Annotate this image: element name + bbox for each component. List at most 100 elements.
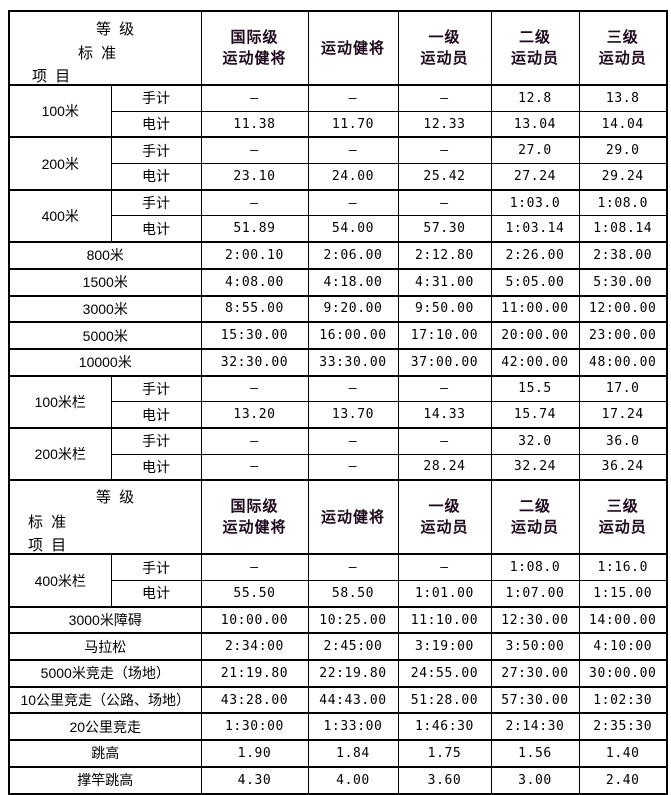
value-cell: 2:45:00: [307, 632, 399, 661]
value-cell: 1:03.0: [490, 188, 580, 217]
value-cell: 57.30: [397, 215, 492, 243]
timing-type-cell: 电计: [110, 401, 202, 429]
value-cell: 32.24: [490, 453, 580, 481]
grade-column-header-line: 一级: [428, 29, 461, 46]
value-cell: –: [397, 188, 492, 217]
value-cell: 44:43.00: [307, 685, 399, 714]
event-cell: 跳高: [8, 739, 202, 768]
grade-column-header-line: 运动健将: [222, 519, 287, 537]
value-cell: –: [307, 136, 399, 165]
value-cell: 2:38.00: [578, 241, 668, 270]
table-row: 3000米 8:55.00 9:20.00 9:50.00 11:00.00 12:00.…: [8, 294, 668, 323]
value-cell: 11:00.00: [490, 294, 580, 323]
grade-column-header-line: 运动员: [598, 519, 647, 537]
value-cell: 16:00.00: [307, 321, 399, 350]
event-cell: 200米栏: [8, 426, 112, 481]
event-cell: 5000米竞走（场地）: [8, 659, 202, 688]
grade-column-header: 运动健将: [307, 479, 399, 555]
event-cell: 400米: [8, 188, 112, 243]
grade-column-header: 国际级 运动健将: [200, 479, 309, 555]
timing-type-cell: 手计: [110, 188, 202, 217]
value-cell: 27:30.00: [490, 659, 580, 688]
value-cell: 51.89: [200, 215, 309, 243]
value-cell: 4:10:00: [578, 632, 668, 661]
value-cell: 12.33: [397, 110, 492, 138]
value-cell: 13.04: [490, 110, 580, 138]
event-cell: 5000米: [8, 321, 202, 350]
value-cell: –: [307, 426, 399, 455]
timing-type-cell: 电计: [110, 579, 202, 608]
grade-corner-label: 等 级: [96, 489, 137, 507]
value-cell: 5:30.00: [578, 267, 668, 296]
header-corner-cell: 等 级标 准项 目: [8, 479, 202, 555]
table-row: 400米 手计 – – –1:03.0 1:08.0: [8, 188, 668, 243]
value-cell: 1.40: [578, 739, 668, 768]
table-row: 跳高 1.90 1.84 1.75 1.56 1.40: [8, 739, 668, 768]
grade-column-header-line: 运动员: [598, 50, 647, 67]
value-cell: 4.00: [307, 765, 399, 794]
table-row: 电计 13.20 13.70 14.33 15.74 17.24: [9, 401, 668, 429]
table-row: 5000米竞走（场地） 21:19.80 22:19.80 24:55.00 27:30…: [8, 659, 668, 688]
value-cell: 1:07.00: [490, 579, 580, 608]
event-cell: 马拉松: [8, 632, 202, 661]
value-cell: –: [200, 188, 309, 217]
value-cell: 48:00.00: [578, 347, 668, 377]
timing-type-cell: 电计: [110, 453, 202, 481]
value-cell: 37:00.00: [397, 347, 492, 377]
table-row: 20公里竞走 1:30:00 1:33:00 1:46:30 2:14:30 2:35:3…: [8, 712, 668, 741]
value-cell: 11.38: [200, 110, 309, 138]
value-cell: 15:30.00: [200, 321, 309, 350]
value-cell: 12.8: [490, 83, 580, 112]
event-cell: 3000米障碍: [8, 605, 202, 634]
value-cell: –: [200, 374, 309, 403]
value-cell: –: [200, 136, 309, 165]
value-cell: –: [397, 136, 492, 165]
value-cell: 1:16.0: [578, 553, 668, 582]
value-cell: –: [397, 553, 492, 582]
event-cell: 20公里竞走: [8, 712, 202, 741]
value-cell: –: [397, 374, 492, 403]
table-row: 200米 手计 – – –27.0 29.0: [8, 136, 668, 191]
event-cell: 撑竿跳高: [8, 765, 202, 794]
timing-type-cell: 电计: [110, 215, 202, 243]
table-row: 5000米 15:30.00 16:00.00 17:10.00 20:00.00 23:…: [8, 321, 668, 350]
grade-column-header-line: 国际级: [230, 498, 279, 516]
value-cell: 1:08.0: [578, 188, 668, 217]
value-cell: 10:25.00: [307, 605, 399, 634]
value-cell: 15.5: [490, 374, 580, 403]
athletics-grade-standards-table: 等 级标 准项 目国际级 运动健将 运动健将 一级 运动员 二级 运动员 三级 运动员 100米手…: [8, 10, 668, 795]
value-cell: 24:55.00: [397, 659, 492, 688]
header-row: 等 级标 准项 目国际级 运动健将 运动健将 一级 运动员 二级 运动员 三级 运动员: [8, 10, 668, 86]
value-cell: 17.0: [578, 374, 668, 403]
standards-table-body: 等 级标 准项 目国际级 运动健将 运动健将 一级 运动员 二级 运动员 三级 运动员 100米手…: [8, 10, 668, 794]
value-cell: 11:10.00: [397, 605, 492, 634]
value-cell: 29.24: [578, 163, 668, 191]
value-cell: –: [307, 374, 399, 403]
value-cell: 2:35:30: [578, 712, 668, 741]
value-cell: –: [397, 83, 492, 112]
event-cell: 100米栏: [8, 374, 112, 429]
grade-column-header: 一级 运动员: [397, 479, 492, 555]
value-cell: 9:50.00: [397, 294, 492, 323]
value-cell: 24.00: [307, 163, 399, 191]
value-cell: –: [200, 83, 309, 112]
value-cell: 30:00.00: [578, 659, 668, 688]
value-cell: 1.84: [307, 739, 399, 768]
value-cell: –: [397, 426, 492, 455]
grade-column-header: 运动健将: [307, 10, 399, 86]
value-cell: 4:31.00: [397, 267, 492, 296]
value-cell: –: [307, 83, 399, 112]
value-cell: 2:34:00: [200, 632, 309, 661]
value-cell: 9:20.00: [307, 294, 399, 323]
grade-column-header: 二级 运动员: [490, 10, 580, 86]
value-cell: 51:28.00: [397, 685, 492, 714]
event-cell: 800米: [8, 241, 202, 270]
value-cell: 2:14:30: [490, 712, 580, 741]
value-cell: 32:30.00: [200, 347, 309, 377]
event-cell: 1500米: [8, 267, 202, 296]
value-cell: 1:02:30: [578, 685, 668, 714]
table-row: 电计 55.50 58.50 1:01.00 1:07.00 1:15.00: [9, 579, 668, 608]
value-cell: 1.90: [200, 739, 309, 768]
value-cell: 3:19:00: [397, 632, 492, 661]
header-corner-cell: 等 级标 准项 目: [8, 10, 202, 86]
